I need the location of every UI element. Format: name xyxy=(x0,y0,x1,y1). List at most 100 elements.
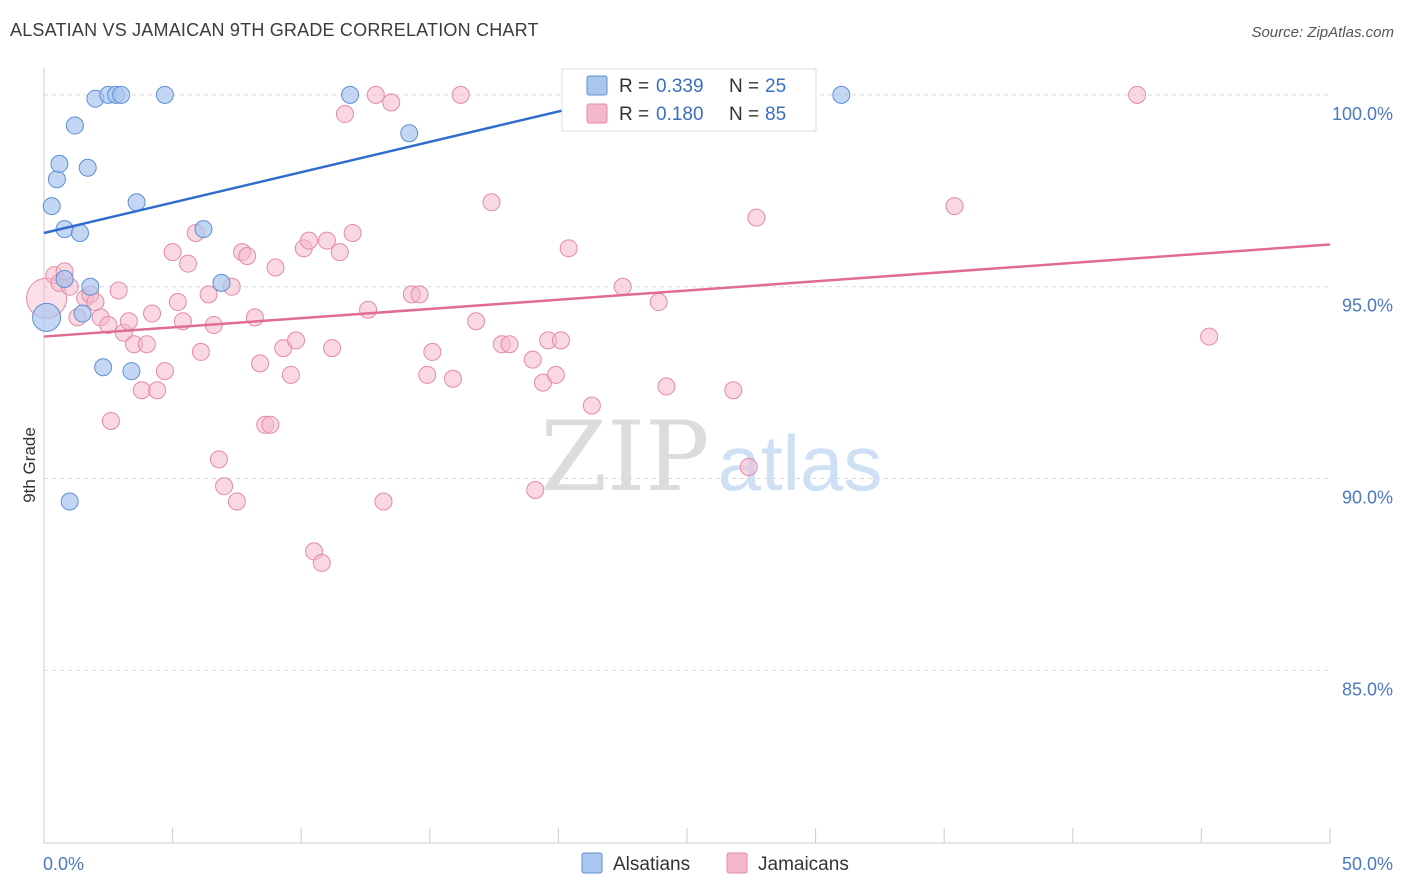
jamaicans-point xyxy=(418,365,437,384)
legend-n-value-alsatians: 25 xyxy=(765,76,786,97)
jamaicans-point xyxy=(163,243,182,262)
chart-source: Source: ZipAtlas.com xyxy=(1251,24,1394,41)
alsatians-point xyxy=(32,302,62,332)
jamaicans-point xyxy=(482,193,501,212)
watermark: ZIP atlas xyxy=(540,401,882,513)
jamaicans-point xyxy=(343,223,362,242)
jamaicans-point xyxy=(724,381,743,400)
jamaicans-point xyxy=(945,197,964,216)
jamaicans-point xyxy=(199,285,218,304)
legend-swatch-jamaicans xyxy=(586,103,608,124)
alsatians-point xyxy=(212,273,231,292)
alsatians-point xyxy=(832,85,851,104)
y-tick-label: 95.0% xyxy=(1342,296,1393,316)
jamaicans-point xyxy=(191,342,210,361)
legend-r-value-jamaicans: 0.180 xyxy=(656,104,704,125)
bottom-legend-label-alsatians: Alsatians xyxy=(613,854,690,875)
bottom-legend-swatch-alsatians xyxy=(581,852,603,874)
alsatians-point xyxy=(50,154,69,173)
jamaicans-point xyxy=(523,350,542,369)
series-legend: Alsatians Jamaicans xyxy=(581,852,849,875)
jamaicans-point xyxy=(657,377,676,396)
jamaicans-point xyxy=(330,243,349,262)
y-axis-label: 9th Grade xyxy=(20,427,39,503)
jamaicans-point xyxy=(739,458,758,477)
tick-labels: 100.0% 95.0% 90.0% 85.0% 0.0% 50.0% xyxy=(43,104,1393,874)
legend-n-label-alsatians: N = xyxy=(729,76,759,97)
gridlines xyxy=(44,94,1330,671)
jamaicans-point xyxy=(546,365,565,384)
jamaicans-point xyxy=(238,246,257,265)
jamaicans-point xyxy=(99,316,118,335)
legend-r-label-jamaicans: R = xyxy=(619,104,649,125)
jamaicans-point xyxy=(109,281,128,300)
jamaicans-point xyxy=(323,339,342,358)
jamaicans-point xyxy=(467,312,486,331)
alsatians-point xyxy=(194,220,213,239)
legend-r-value-alsatians: 0.339 xyxy=(656,76,704,97)
alsatians-point xyxy=(42,197,61,216)
y-tick-label: 100.0% xyxy=(1332,104,1393,124)
jamaicans-point xyxy=(119,312,138,331)
jamaicans-point xyxy=(443,369,462,388)
jamaicans-point xyxy=(137,335,156,354)
jamaicans-point xyxy=(143,304,162,323)
jamaicans-point xyxy=(410,285,429,304)
x-tick-label: 0.0% xyxy=(43,854,84,874)
jamaicans-point xyxy=(366,85,385,104)
jamaicans-point xyxy=(168,293,187,312)
alsatians-point xyxy=(127,193,146,212)
jamaicans-point xyxy=(227,492,246,511)
jamaicans-point xyxy=(101,411,120,430)
y-tick-label: 85.0% xyxy=(1342,679,1393,699)
alsatians-point xyxy=(155,85,174,104)
y-tick-label: 90.0% xyxy=(1342,488,1393,508)
alsatians-point xyxy=(65,116,84,135)
bottom-legend-swatch-jamaicans xyxy=(726,852,748,874)
jamaicans-point xyxy=(215,477,234,496)
alsatians-point xyxy=(81,277,100,296)
jamaicans-point xyxy=(312,553,331,572)
jamaicans-point xyxy=(335,105,354,124)
jamaicans-point xyxy=(359,300,378,319)
alsatians-points xyxy=(32,85,851,511)
jamaicans-point xyxy=(613,277,632,296)
x-tick-label: 50.0% xyxy=(1342,854,1393,874)
jamaicans-point xyxy=(649,293,668,312)
jamaicans-point xyxy=(1128,85,1147,104)
jamaicans-trend-line xyxy=(43,243,1331,338)
jamaicans-point xyxy=(266,258,285,277)
alsatians-trend-line xyxy=(43,85,662,235)
jamaicans-point xyxy=(148,381,167,400)
jamaicans-point xyxy=(559,239,578,258)
jamaicans-point xyxy=(317,231,336,250)
alsatians-point xyxy=(112,85,131,104)
stats-legend: R = 0.339 N = 25 R = 0.180 N = 85 xyxy=(561,68,817,132)
legend-n-value-jamaicans: 85 xyxy=(765,104,786,125)
jamaicans-point xyxy=(245,308,264,327)
alsatians-point xyxy=(60,492,79,511)
alsatians-point xyxy=(55,270,74,289)
axes xyxy=(43,68,1331,844)
jamaicans-point xyxy=(374,492,393,511)
jamaicans-point xyxy=(299,231,318,250)
jamaicans-point xyxy=(1200,327,1219,346)
jamaicans-point xyxy=(155,362,174,381)
jamaicans-point xyxy=(526,481,545,500)
alsatians-point xyxy=(47,170,66,189)
jamaicans-point xyxy=(179,254,198,273)
jamaicans-point xyxy=(423,342,442,361)
jamaicans-point xyxy=(261,415,280,434)
watermark-zip: ZIP xyxy=(540,401,709,513)
trend-lines xyxy=(43,85,1331,338)
alsatians-point xyxy=(94,358,113,377)
alsatians-point xyxy=(78,158,97,177)
legend-r-label-alsatians: R = xyxy=(619,76,649,97)
alsatians-point xyxy=(73,304,92,323)
legend-n-label-jamaicans: N = xyxy=(729,104,759,125)
jamaicans-point xyxy=(132,381,151,400)
jamaicans-point xyxy=(451,85,470,104)
alsatians-point xyxy=(122,362,141,381)
jamaicans-point xyxy=(281,365,300,384)
